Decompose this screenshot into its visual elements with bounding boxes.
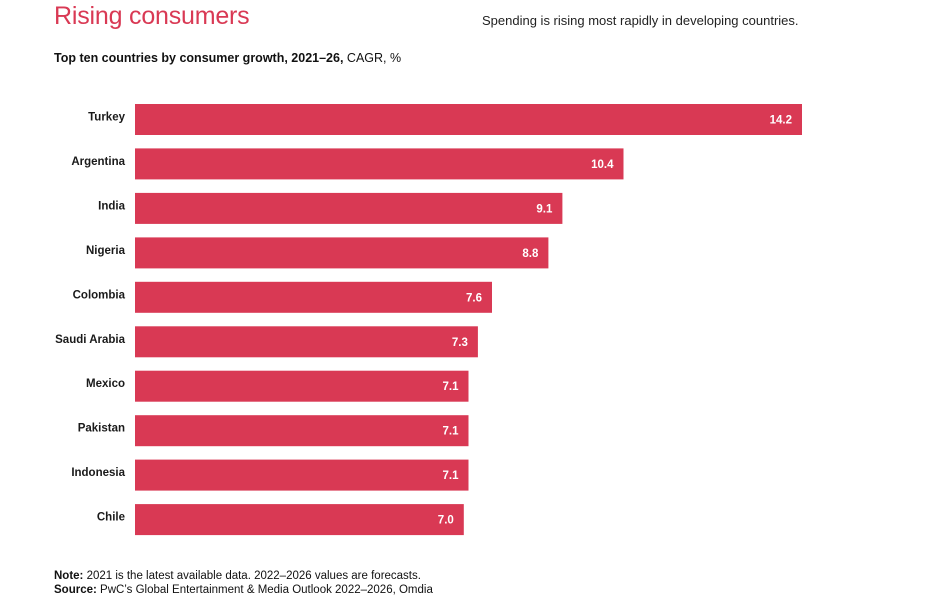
subtitle-bold: Top ten countries by consumer growth, 20… [54, 51, 344, 65]
chart-subtitle: Top ten countries by consumer growth, 20… [54, 51, 401, 65]
note-text: 2021 is the latest available data. 2022–… [83, 570, 421, 582]
value-label: 7.0 [438, 515, 454, 527]
value-label: 7.1 [443, 426, 460, 438]
category-label: Mexico [86, 378, 125, 390]
chart-title: Rising consumers [54, 2, 250, 30]
note-label: Note: [54, 570, 84, 582]
value-label: 7.6 [466, 292, 482, 304]
note-line: Note: 2021 is the latest available data.… [54, 569, 433, 583]
bar-nigeria [135, 237, 549, 269]
category-label: Nigeria [86, 245, 126, 257]
category-label: India [98, 200, 125, 212]
bar-india [135, 192, 563, 224]
chart-footnotes: Note: 2021 is the latest available data.… [54, 569, 433, 597]
value-label: 10.4 [591, 159, 614, 171]
value-label: 7.1 [443, 470, 460, 482]
bar-saudi-arabia [135, 326, 478, 358]
category-label: Chile [97, 512, 125, 524]
category-label: Colombia [73, 289, 126, 301]
chart-tagline: Spending is rising most rapidly in devel… [482, 13, 799, 28]
category-label: Turkey [88, 112, 125, 124]
bar-chile [135, 504, 464, 536]
bar-pakistan [135, 415, 469, 447]
category-label: Saudi Arabia [55, 334, 125, 346]
bar-chart: Turkey 14.2 Argentina 10.4 India 9.1 Nigeria 8.… [55, 104, 802, 536]
value-label: 7.3 [452, 337, 468, 349]
category-label: Pakistan [78, 423, 125, 435]
value-label: 8.8 [522, 248, 539, 260]
source-line: Source: PwC’s Global Entertainment & Med… [54, 583, 433, 597]
value-label: 9.1 [536, 203, 553, 215]
bar-indonesia [135, 459, 469, 491]
value-label: 14.2 [770, 115, 792, 127]
value-label: 7.1 [443, 381, 460, 393]
category-label: Argentina [71, 156, 125, 168]
subtitle-unit: CAGR, % [343, 51, 402, 65]
source-text: PwC’s Global Entertainment & Media Outlo… [96, 584, 433, 596]
source-label: Source: [54, 584, 97, 596]
category-label: Indonesia [71, 467, 125, 479]
bar-colombia [135, 281, 492, 313]
bar-mexico [135, 370, 469, 402]
bar-argentina [135, 148, 624, 180]
bar-turkey [135, 104, 802, 135]
